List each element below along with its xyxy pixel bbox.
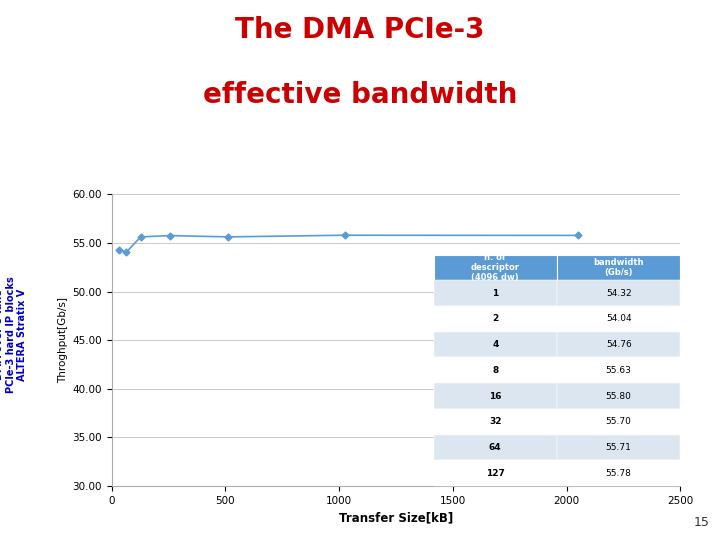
X-axis label: Transfer Size[kB]: Transfer Size[kB]	[339, 511, 453, 524]
Text: 54.32: 54.32	[606, 289, 631, 298]
Text: 32: 32	[489, 417, 502, 426]
Text: 55.70: 55.70	[606, 417, 631, 426]
Text: The DMA PCIe-3: The DMA PCIe-3	[235, 16, 485, 44]
Text: 55.78: 55.78	[606, 469, 631, 478]
Text: 54.76: 54.76	[606, 340, 631, 349]
Text: 54.04: 54.04	[606, 314, 631, 323]
Y-axis label: Throghput[Gb/s]: Throghput[Gb/s]	[58, 297, 68, 383]
Text: 1: 1	[492, 289, 498, 298]
Text: 64: 64	[489, 443, 502, 452]
Text: 2: 2	[492, 314, 498, 323]
Text: 127: 127	[486, 469, 505, 478]
Text: 8: 8	[492, 366, 498, 375]
Text: 15: 15	[693, 516, 709, 529]
Text: 55.63: 55.63	[606, 366, 631, 375]
Text: DMA over 8-lane
PCIe-3 hard IP blocks
ALTERA Stratix V: DMA over 8-lane PCIe-3 hard IP blocks AL…	[0, 276, 27, 393]
Text: 55.80: 55.80	[606, 392, 631, 401]
Text: n. of
descriptor
(4096 dw): n. of descriptor (4096 dw)	[471, 253, 520, 282]
Text: 55.71: 55.71	[606, 443, 631, 452]
Text: bandwidth
(Gb/s): bandwidth (Gb/s)	[593, 258, 644, 277]
Text: 4: 4	[492, 340, 498, 349]
Text: effective bandwidth: effective bandwidth	[203, 81, 517, 109]
Text: 16: 16	[489, 392, 502, 401]
